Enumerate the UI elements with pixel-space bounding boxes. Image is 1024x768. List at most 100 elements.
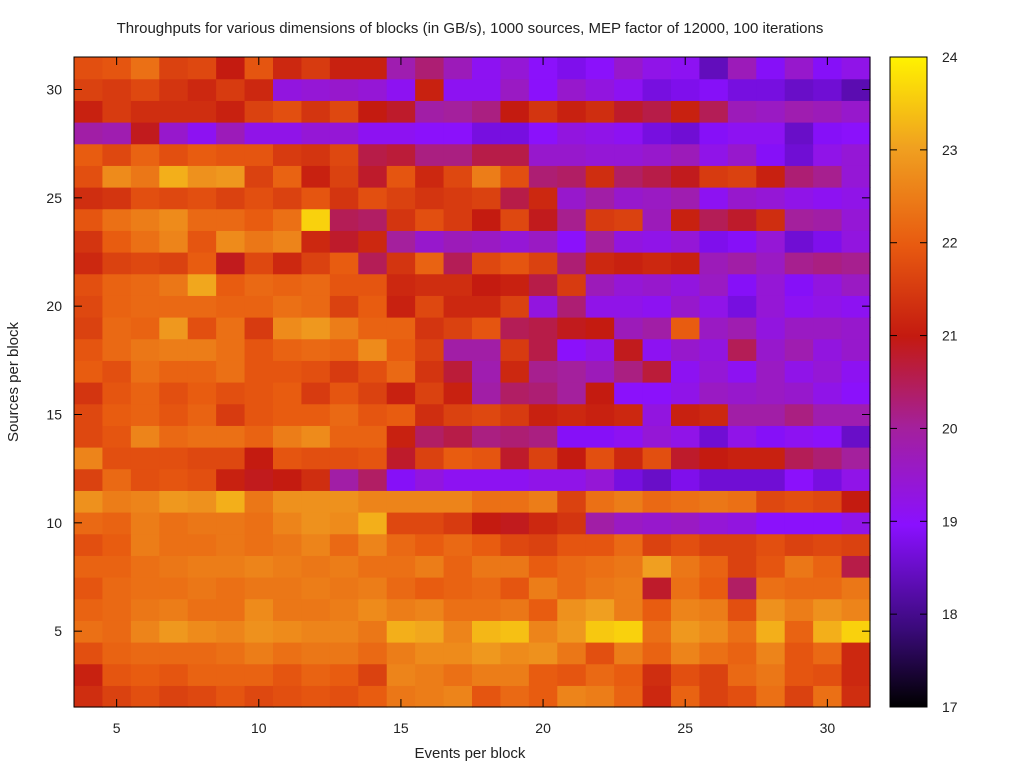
heatmap-cell	[784, 555, 814, 578]
heatmap-cell	[159, 468, 189, 491]
heatmap-cell	[472, 273, 502, 296]
heatmap-cell	[301, 620, 331, 643]
heatmap-cell	[472, 252, 502, 275]
heatmap-cell	[472, 533, 502, 556]
heatmap-cell	[273, 533, 303, 556]
heatmap-cell	[671, 403, 701, 426]
heatmap-cell	[329, 598, 359, 621]
heatmap-cell	[614, 273, 644, 296]
y-tick-label: 30	[46, 82, 62, 98]
heatmap-cell	[386, 577, 416, 600]
heatmap-cell	[244, 403, 274, 426]
heatmap-cell	[756, 533, 786, 556]
heatmap-cell	[557, 512, 587, 535]
heatmap-cell	[472, 642, 502, 665]
heatmap-cell	[102, 78, 132, 101]
heatmap-cell	[813, 403, 843, 426]
heatmap-cell	[699, 512, 729, 535]
heatmap-cell	[500, 295, 530, 318]
heatmap-cell	[443, 403, 473, 426]
colorbar-tick-label: 17	[942, 699, 958, 715]
heatmap-cell	[585, 382, 615, 405]
heatmap-cell	[244, 382, 274, 405]
heatmap-cell	[187, 273, 217, 296]
heatmap-cell	[727, 468, 757, 491]
heatmap-cell	[472, 208, 502, 231]
heatmap-cell	[102, 295, 132, 318]
heatmap-cell	[244, 122, 274, 145]
heatmap-cell	[784, 598, 814, 621]
heatmap-cell	[557, 100, 587, 123]
heatmap-cell	[244, 512, 274, 535]
heatmap-cell	[159, 533, 189, 556]
colorbar	[889, 56, 928, 708]
heatmap-cell	[187, 295, 217, 318]
heatmap-cell	[557, 447, 587, 470]
heatmap-cell	[329, 78, 359, 101]
heatmap-cell	[756, 620, 786, 643]
heatmap-cell	[642, 317, 672, 340]
heatmap-cell	[187, 338, 217, 361]
heatmap-cell	[699, 208, 729, 231]
heatmap-cell	[329, 490, 359, 513]
heatmap-cell	[642, 100, 672, 123]
heatmap-cell	[727, 252, 757, 275]
heatmap-cell	[443, 273, 473, 296]
heatmap-cell	[472, 512, 502, 535]
heatmap-cell	[500, 468, 530, 491]
heatmap-cell	[329, 100, 359, 123]
heatmap-cell	[642, 620, 672, 643]
heatmap-cell	[528, 512, 558, 535]
heatmap-cell	[216, 208, 246, 231]
heatmap-cell	[500, 577, 530, 600]
heatmap-cell	[642, 122, 672, 145]
heatmap-cell	[187, 577, 217, 600]
heatmap-cell	[528, 122, 558, 145]
heatmap-cell	[585, 555, 615, 578]
heatmap-cell	[585, 620, 615, 643]
heatmap-cell	[756, 512, 786, 535]
heatmap-cell	[443, 577, 473, 600]
heatmap-cell	[329, 252, 359, 275]
heatmap-cell	[813, 187, 843, 210]
heatmap-cell	[813, 252, 843, 275]
heatmap-cell	[358, 78, 388, 101]
heatmap-cell	[727, 663, 757, 686]
heatmap-cell	[159, 317, 189, 340]
heatmap-cell	[642, 230, 672, 253]
heatmap-cell	[74, 338, 104, 361]
heatmap-cell	[301, 295, 331, 318]
heatmap-cell	[642, 143, 672, 166]
heatmap-cell	[841, 403, 871, 426]
heatmap-cell	[216, 382, 246, 405]
heatmap-cell	[386, 295, 416, 318]
heatmap-cell	[329, 317, 359, 340]
heatmap-cell	[528, 555, 558, 578]
heatmap-cell	[273, 100, 303, 123]
heatmap-cell	[784, 620, 814, 643]
heatmap-cell	[699, 533, 729, 556]
heatmap-cell	[756, 165, 786, 188]
heatmap-cell	[841, 620, 871, 643]
heatmap-cell	[130, 533, 160, 556]
heatmap-cell	[642, 403, 672, 426]
heatmap-cell	[671, 577, 701, 600]
heatmap-cell	[500, 642, 530, 665]
heatmap-cell	[159, 685, 189, 708]
x-axis-ticks: 5 10 15 20 25 30	[113, 57, 835, 736]
heatmap-cell	[358, 100, 388, 123]
heatmap-cell	[244, 165, 274, 188]
heatmap-cell	[614, 620, 644, 643]
heatmap-cell	[301, 187, 331, 210]
heatmap-cell	[500, 208, 530, 231]
heatmap-cell	[841, 252, 871, 275]
heatmap-cell	[756, 317, 786, 340]
heatmap-cell	[187, 598, 217, 621]
heatmap-cell	[813, 100, 843, 123]
heatmap-cell	[301, 165, 331, 188]
heatmap-cell	[130, 165, 160, 188]
heatmap-cell	[273, 208, 303, 231]
heatmap-cell	[642, 642, 672, 665]
heatmap-cell	[585, 143, 615, 166]
heatmap-cell	[386, 208, 416, 231]
